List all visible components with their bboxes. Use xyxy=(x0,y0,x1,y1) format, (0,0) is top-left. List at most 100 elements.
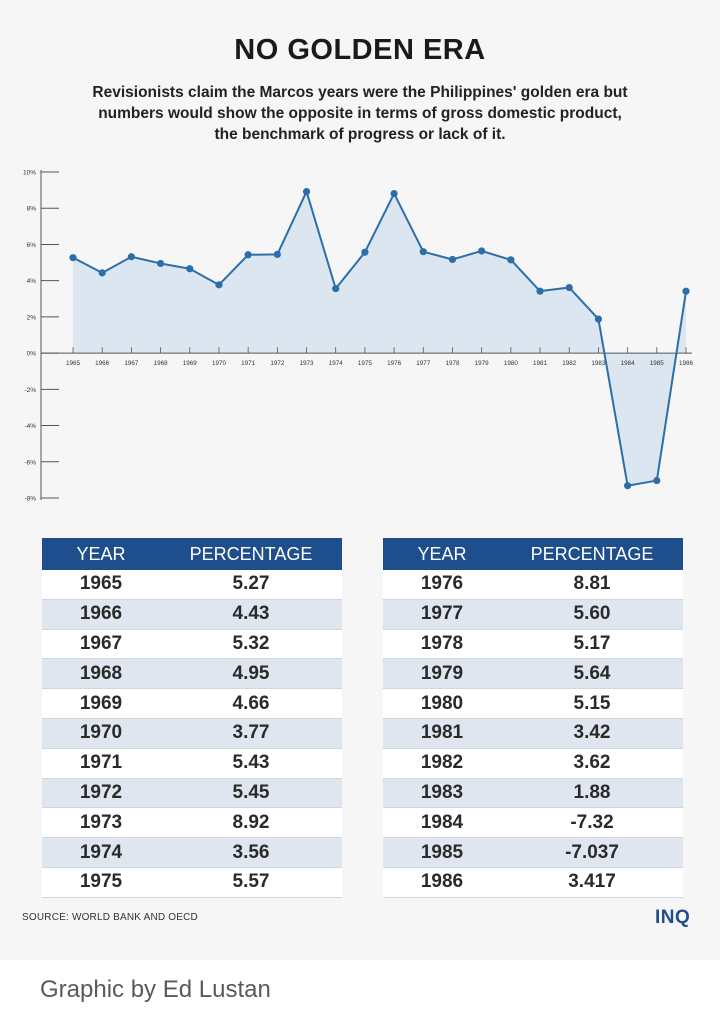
table-row: 1976 8.81 xyxy=(383,570,683,600)
gdp-area-chart: 10% 8% 6% 4% 2% 0% -2% -4% -6% -8% 1965 1966 1967 196… xyxy=(23,170,694,503)
percentage-cell: 1.88 xyxy=(501,778,683,809)
x-tick-label: 1973 xyxy=(300,360,315,367)
table-row: 1986 3.417 xyxy=(383,867,683,898)
gdp-table-left: YEAR PERCENTAGE 1965 5.27 1966 4.43 1967 5.32… xyxy=(42,538,342,898)
percentage-cell: 8.81 xyxy=(501,570,683,600)
x-tick-label: 1984 xyxy=(621,360,636,367)
x-tick-label: 1976 xyxy=(387,360,402,367)
data-point xyxy=(273,250,281,259)
data-point xyxy=(682,287,690,295)
data-point xyxy=(215,281,223,289)
x-tick-label: 1967 xyxy=(124,360,139,367)
year-cell: 1965 xyxy=(42,570,160,600)
inq-logo: INQ xyxy=(655,907,691,928)
data-point xyxy=(419,248,427,256)
percentage-cell: 8.92 xyxy=(160,807,342,839)
x-tick-label: 1978 xyxy=(445,360,460,367)
x-tick-label: 1968 xyxy=(154,360,169,367)
year-cell: 1984 xyxy=(383,807,501,839)
data-point xyxy=(507,256,515,264)
gdp-table-right: YEAR PERCENTAGE 1976 8.81 1977 5.60 1978 5.17… xyxy=(383,538,683,898)
data-point xyxy=(624,482,632,490)
y-tick-label: -4% xyxy=(24,423,36,430)
y-tick-label: 10% xyxy=(23,170,36,177)
x-tick-label: 1985 xyxy=(650,360,665,367)
subtitle-line: numbers would show the opposite in terms… xyxy=(98,105,622,122)
table-row: 1982 3.62 xyxy=(383,748,683,779)
x-tick-label: 1986 xyxy=(679,360,694,367)
x-tick-label: 1974 xyxy=(329,360,344,367)
year-cell: 1980 xyxy=(383,688,501,719)
x-tick-label: 1972 xyxy=(270,360,285,367)
table-row: 1973 8.92 xyxy=(42,807,342,839)
data-point xyxy=(653,476,661,485)
percentage-cell: 5.43 xyxy=(160,748,342,779)
year-cell: 1979 xyxy=(383,658,501,690)
header-year: YEAR xyxy=(383,538,501,570)
y-tick-label: 4% xyxy=(27,278,37,285)
x-tick-label: 1983 xyxy=(591,360,606,367)
table-row: 1984 -7.32 xyxy=(383,807,683,839)
percentage-cell: 5.64 xyxy=(501,658,683,690)
percentage-cell: 5.27 xyxy=(160,570,342,600)
table-row: 1983 1.88 xyxy=(383,778,683,809)
gdp-series-line xyxy=(72,190,687,487)
subtitle-line: the benchmark of progress or lack of it. xyxy=(214,126,506,143)
x-tick-label: 1970 xyxy=(212,360,227,367)
table-row: 1967 5.32 xyxy=(42,629,342,660)
percentage-cell: 5.17 xyxy=(501,629,683,660)
year-cell: 1974 xyxy=(42,837,160,868)
year-cell: 1966 xyxy=(42,599,160,630)
year-cell: 1973 xyxy=(42,807,160,839)
data-point xyxy=(478,247,486,255)
data-point xyxy=(565,283,573,292)
subtitle: Revisionists claim the Marcos years were… xyxy=(60,82,660,145)
table-row: 1979 5.64 xyxy=(383,658,683,690)
year-cell: 1977 xyxy=(383,599,501,630)
year-cell: 1985 xyxy=(383,837,501,868)
x-tick-label: 1975 xyxy=(358,360,373,367)
table-row: 1980 5.15 xyxy=(383,688,683,719)
data-point xyxy=(244,251,252,259)
x-tick-label: 1965 xyxy=(66,360,81,367)
year-cell: 1983 xyxy=(383,778,501,809)
area-fill xyxy=(73,191,686,486)
table-row: 1981 3.42 xyxy=(383,718,683,749)
percentage-cell: 3.62 xyxy=(501,748,683,779)
table-row: 1977 5.60 xyxy=(383,599,683,630)
table-row: 1968 4.95 xyxy=(42,658,342,690)
y-tick-label: -6% xyxy=(24,459,36,466)
source-note: SOURCE: WORLD BANK AND OECD xyxy=(22,912,198,923)
year-cell: 1969 xyxy=(42,688,160,719)
table-row: 1970 3.77 xyxy=(42,718,342,749)
year-cell: 1971 xyxy=(42,748,160,779)
y-tick-label: 8% xyxy=(27,206,37,213)
subtitle-line: Revisionists claim the Marcos years were… xyxy=(92,84,628,101)
percentage-cell: 5.45 xyxy=(160,778,342,809)
table-row: 1978 5.17 xyxy=(383,629,683,660)
percentage-cell: 5.60 xyxy=(501,599,683,630)
data-point xyxy=(156,259,165,268)
percentage-cell: 3.77 xyxy=(160,718,342,749)
infographic-card: NO GOLDEN ERA Revisionists claim the Mar… xyxy=(22,34,694,928)
data-point xyxy=(390,189,398,198)
header-year: YEAR xyxy=(42,538,160,570)
percentage-cell: 3.56 xyxy=(160,837,342,868)
page-title: NO GOLDEN ERA xyxy=(234,34,486,66)
data-point xyxy=(594,315,603,323)
percentage-cell: 4.43 xyxy=(160,599,342,630)
data-point xyxy=(186,265,194,273)
year-cell: 1978 xyxy=(383,629,501,660)
year-cell: 1970 xyxy=(42,718,160,749)
y-tick-label: -8% xyxy=(24,496,36,503)
graphic-credit: Graphic by Ed Lustan xyxy=(40,976,271,1003)
x-tick-label: 1966 xyxy=(95,360,110,367)
x-tick-label: 1979 xyxy=(475,360,490,367)
x-tick-label: 1971 xyxy=(241,360,256,367)
year-cell: 1982 xyxy=(383,748,501,779)
y-tick-label: 6% xyxy=(27,242,37,249)
table-row: 1965 5.27 xyxy=(42,570,342,600)
percentage-cell: 5.15 xyxy=(501,688,683,719)
y-tick-label: -2% xyxy=(24,387,36,394)
x-tick-label: 1969 xyxy=(183,360,198,367)
